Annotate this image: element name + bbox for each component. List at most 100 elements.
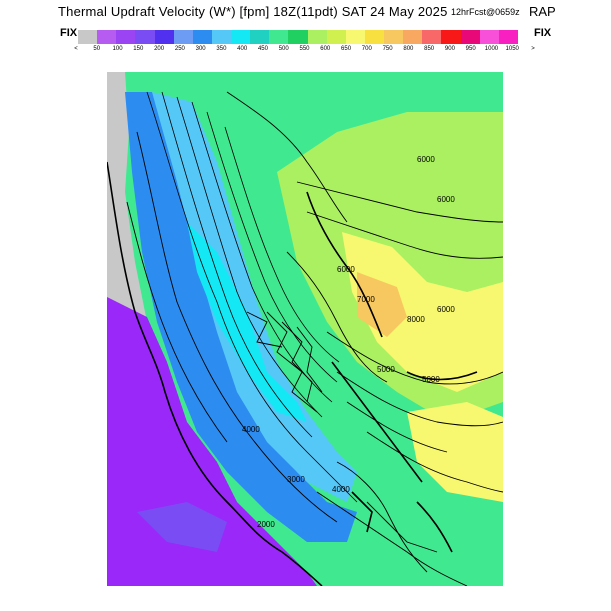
scale-tick-label: 50 xyxy=(93,46,101,52)
contour-line xyxy=(306,211,503,259)
scale-swatch xyxy=(97,30,117,44)
fix-label-left: FIX xyxy=(60,27,78,39)
contour-label: 6000 xyxy=(337,265,355,274)
scale-swatch xyxy=(154,30,174,44)
scale-swatch xyxy=(78,30,98,44)
field-green-north xyxy=(107,72,503,112)
scale-swatch xyxy=(250,30,270,44)
chart-title: Thermal Updraft Velocity (W*) [fpm] 18Z(… xyxy=(0,4,611,24)
contour-line xyxy=(286,251,388,383)
scale-swatch xyxy=(441,30,461,44)
field-light-blue xyxy=(152,92,357,502)
scale-tick-label: 150 xyxy=(133,46,144,52)
contour-line xyxy=(266,311,318,413)
scale-tick-label: 1000 xyxy=(484,46,499,52)
contour-label: 4000 xyxy=(332,485,350,494)
field-yellow-south xyxy=(407,402,503,502)
coastline-segment xyxy=(406,371,478,381)
contour-line xyxy=(296,326,323,393)
contour-label: 8000 xyxy=(407,315,425,324)
color-scale-ticks: <50 100 150 200 250 300 350 400 450 500 550 600 650 7… xyxy=(68,46,538,56)
coastline-segment xyxy=(416,501,453,553)
contour-line xyxy=(246,311,283,348)
scale-swatch xyxy=(403,30,423,44)
contour-line xyxy=(191,101,333,403)
scale-tick-label: 200 xyxy=(154,46,165,52)
fix-label-right: FIX xyxy=(534,27,552,39)
contour-line xyxy=(146,91,358,503)
contour-line xyxy=(316,491,468,586)
scale-swatch xyxy=(135,30,155,44)
scale-tick-label: 400 xyxy=(237,46,248,52)
scale-tick-label: > xyxy=(531,46,535,52)
contour-label: 3000 xyxy=(287,475,305,484)
scale-swatch xyxy=(326,30,346,44)
model-label: RAP xyxy=(529,4,556,19)
contour-label: 4000 xyxy=(242,425,260,434)
coastline-segment xyxy=(306,191,383,338)
scale-swatch xyxy=(460,30,480,44)
scale-swatch xyxy=(345,30,365,44)
scale-tick-label: 750 xyxy=(382,46,393,52)
color-scale xyxy=(78,30,518,44)
coastline xyxy=(107,161,478,586)
contour-line xyxy=(206,111,338,383)
scale-swatch xyxy=(269,30,289,44)
contour-line xyxy=(336,371,503,427)
scale-swatch xyxy=(384,30,404,44)
scale-swatch xyxy=(307,30,327,44)
scale-swatch xyxy=(211,30,231,44)
scale-tick-label: 650 xyxy=(341,46,352,52)
title-main: Thermal Updraft Velocity (W*) [fpm] 18Z(… xyxy=(58,4,448,19)
scale-tick-label: 500 xyxy=(278,46,289,52)
contour-line xyxy=(296,181,503,223)
scale-tick-label: 1050 xyxy=(505,46,519,52)
scale-tick-label: 550 xyxy=(299,46,310,52)
contour-label: 6000 xyxy=(417,155,435,164)
scale-tick-label: 900 xyxy=(444,46,455,52)
contour-line xyxy=(281,321,313,403)
contour-label: 6000 xyxy=(437,195,455,204)
contour-line xyxy=(126,201,228,443)
forecast-label: 12hrFcst@0659z xyxy=(451,7,520,17)
scale-swatch xyxy=(192,30,212,44)
scale-tick-label: 300 xyxy=(195,46,206,52)
scale-swatch xyxy=(422,30,442,44)
scale-tick-label: 950 xyxy=(465,46,476,52)
contour-line xyxy=(366,431,503,493)
contour-line xyxy=(326,331,503,385)
contour-line xyxy=(136,131,338,523)
velocity-fields xyxy=(107,72,503,586)
contour-line xyxy=(176,96,323,418)
scale-swatch xyxy=(364,30,384,44)
height-contours xyxy=(126,91,503,586)
coastline-segment xyxy=(331,361,423,483)
contour-label: 2000 xyxy=(257,520,275,529)
contour-line xyxy=(366,501,438,553)
field-yellow xyxy=(342,232,503,392)
scale-tick-label: 800 xyxy=(403,46,414,52)
field-no-data xyxy=(107,72,147,332)
scale-swatch xyxy=(288,30,308,44)
field-purple xyxy=(137,502,227,552)
contour-label: 5000 xyxy=(377,365,395,374)
coastline-segment xyxy=(351,491,373,533)
scale-swatch xyxy=(173,30,193,44)
scale-tick-label: 450 xyxy=(257,46,268,52)
scale-tick-label: 350 xyxy=(216,46,227,52)
contour-line xyxy=(226,91,348,223)
scale-swatch xyxy=(231,30,251,44)
scale-swatch xyxy=(479,30,499,44)
scale-tick-label: 250 xyxy=(174,46,185,52)
scale-swatch xyxy=(116,30,136,44)
scale-tick-label: 600 xyxy=(320,46,331,52)
contour-label: 6000 xyxy=(437,305,455,314)
scale-tick-label: 700 xyxy=(361,46,372,52)
scale-swatch xyxy=(498,30,518,44)
thermal-velocity-map: 6000 6000 6000 6000 7000 8000 5000 5000 4000 4000… xyxy=(107,72,503,586)
contour-line xyxy=(336,461,428,573)
scale-tick-label: < xyxy=(74,46,78,52)
scale-tick-label: 850 xyxy=(424,46,435,52)
field-orange xyxy=(357,272,407,337)
contour-labels: 6000 6000 6000 6000 7000 8000 5000 5000 4000 4000… xyxy=(242,155,455,529)
